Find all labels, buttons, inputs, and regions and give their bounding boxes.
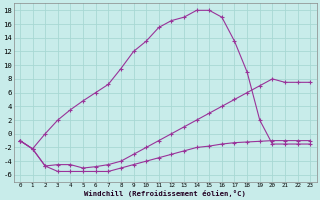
X-axis label: Windchill (Refroidissement éolien,°C): Windchill (Refroidissement éolien,°C) [84,190,246,197]
